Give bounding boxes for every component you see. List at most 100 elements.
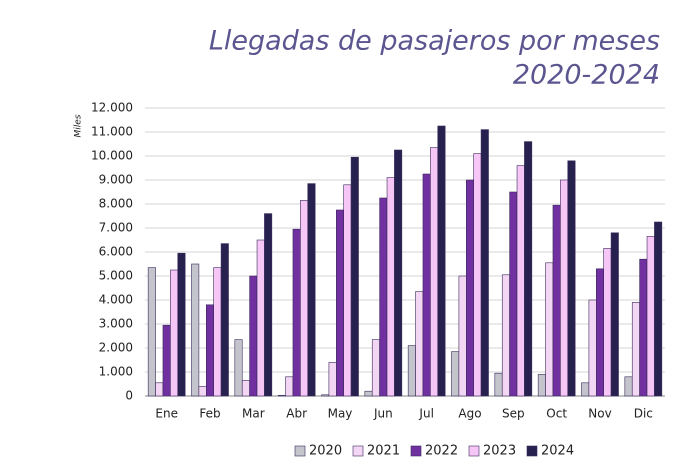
legend-label: 2020 [309,444,342,459]
chart-subtitle: 2020-2024 [513,60,660,91]
bar [335,209,344,397]
bar [595,268,604,397]
x-tick-label: Sep [502,407,525,421]
bar [603,248,612,397]
legend-swatch [294,445,306,457]
x-tick-label: Jun [373,407,393,421]
bar [465,179,474,397]
bar [430,147,439,397]
bar [567,160,576,397]
bar [343,184,352,397]
legend-swatch [526,445,538,457]
x-tick-label: Ene [155,407,178,421]
bar [646,236,655,397]
y-tick-label: 7.000 [99,221,133,235]
bar [458,275,467,397]
bar [581,382,590,397]
bar [494,372,503,397]
bar [198,386,207,397]
bar [292,228,301,397]
bar [415,291,424,397]
legend-label: 2021 [367,444,400,459]
bar [480,129,489,397]
bar [537,374,546,397]
x-tick-label: Ago [458,407,481,421]
x-tick-label: Abr [286,407,307,421]
y-tick-label: 12.000 [91,101,133,115]
x-tick-label: Oct [546,407,567,421]
x-tick-label: Feb [199,407,220,421]
bar [639,258,648,397]
y-tick-label: 11.000 [91,125,133,139]
legend-swatch [468,445,480,457]
y-tick-label: 3.000 [99,317,133,331]
bar [170,269,179,397]
x-tick-label: Mar [242,407,265,421]
y-axis-label: Miles [74,114,84,137]
bar [328,362,337,397]
bar [588,299,597,397]
bar [379,197,388,397]
bar [241,380,250,397]
bar [191,263,200,397]
bar [407,345,416,397]
bar [234,339,243,397]
bar [501,274,510,397]
bar [155,382,164,397]
x-tick-label: Dic [634,407,653,421]
bar [516,165,525,397]
bar [206,304,215,397]
bar [394,149,403,397]
bar [545,262,554,397]
bar [177,252,186,397]
bar [437,125,446,397]
bar [422,173,431,397]
chart-title: Llegadas de pasajeros por meses [209,26,660,57]
y-tick-label: 2.000 [99,341,133,355]
bar [610,232,619,397]
bar [524,141,533,397]
bar [624,376,633,397]
bar [631,302,640,397]
legend-label: 2023 [483,444,516,459]
bar [371,339,380,397]
bar [473,153,482,397]
bar [307,183,316,397]
y-tick-label: 5.000 [99,269,133,283]
bar [213,267,222,397]
legend-swatch [410,445,422,457]
bar [350,156,359,397]
y-tick-label: 8.000 [99,197,133,211]
y-tick-label: 4.000 [99,293,133,307]
bar [277,394,286,397]
bar [220,243,229,397]
bar [285,376,294,397]
bar [654,221,663,397]
bar [147,267,156,397]
bar [264,213,273,397]
y-tick-label: 1.000 [99,365,133,379]
x-tick-label: Jul [418,407,433,421]
legend-label: 2022 [425,444,458,459]
bar [256,239,265,397]
bar [386,177,395,397]
bar [552,204,561,397]
y-tick-label: 9.000 [99,173,133,187]
bar [451,351,460,397]
bar [364,390,373,397]
legend-swatch [352,445,364,457]
bar [560,179,569,397]
y-tick-label: 6.000 [99,245,133,259]
legend-label: 2024 [541,444,574,459]
y-tick-label: 0 [125,389,133,403]
y-tick-label: 10.000 [91,149,133,163]
x-tick-label: Nov [588,407,611,421]
bar [321,394,330,397]
bar [162,324,171,397]
bar [300,200,309,397]
bar [509,191,518,397]
bar [249,275,258,397]
x-tick-label: May [328,407,353,421]
